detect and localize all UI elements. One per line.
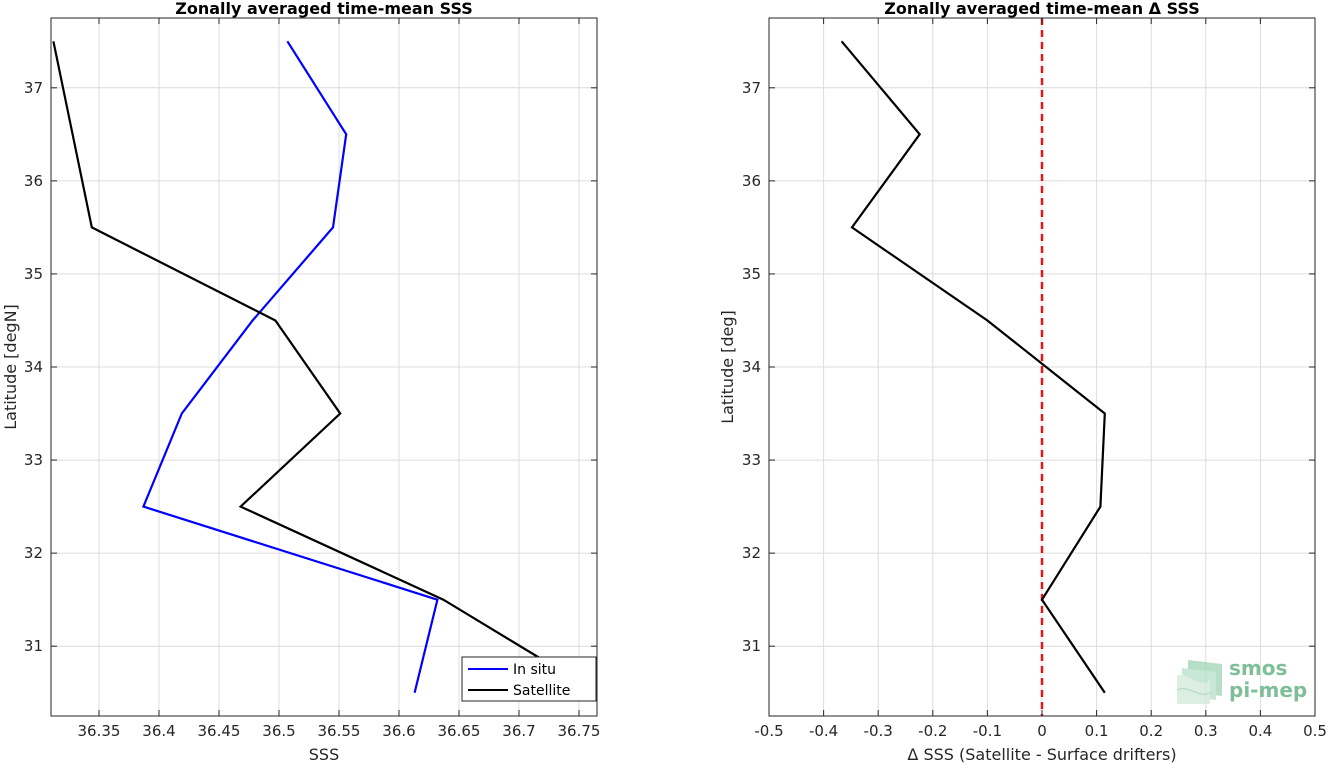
x-tick-label: 36.45	[198, 722, 241, 740]
legend-label-insitu: In situ	[513, 662, 556, 678]
x-tick-label: -0.5	[754, 722, 783, 740]
panel-title: Zonally averaged time-mean SSS	[175, 0, 473, 18]
series-line-0	[840, 40, 1106, 694]
x-tick-label: 0.3	[1194, 722, 1218, 740]
y-tick-label: 36	[24, 172, 43, 190]
smos-pi-mep-logo: smos pi-mep	[1176, 656, 1307, 704]
grid-layer	[51, 18, 597, 716]
y-tick-label: 37	[742, 79, 761, 97]
x-tick-label: 0.2	[1139, 722, 1163, 740]
series-line-satellite	[52, 41, 597, 694]
x-tick-label: 36.4	[142, 722, 175, 740]
y-axis-label: Latitude [deg]	[718, 310, 737, 424]
x-axis-label: SSS	[309, 745, 339, 764]
legend-label-satellite: Satellite	[513, 683, 570, 699]
y-tick-label: 37	[24, 79, 43, 97]
x-tick-label: 36.5	[262, 722, 295, 740]
x-tick-label: 36.75	[558, 722, 601, 740]
y-tick-label: 34	[24, 358, 43, 376]
y-tick-label: 32	[24, 544, 43, 562]
x-axis-label: Δ SSS (Satellite - Surface drifters)	[907, 745, 1176, 764]
x-tick-label: 0	[1037, 722, 1047, 740]
x-tick-label: 36.35	[78, 722, 121, 740]
legend: In situ Satellite	[461, 656, 597, 702]
y-tick-label: 33	[24, 451, 43, 469]
y-tick-label: 31	[24, 637, 43, 655]
x-tick-label: -0.1	[973, 722, 1002, 740]
y-axis-label: Latitude [degN]	[1, 304, 20, 430]
x-tick-label: 36.55	[318, 722, 361, 740]
x-tick-label: -0.2	[918, 722, 947, 740]
series-line-in-situ	[141, 40, 439, 693]
tick-layer: -0.5 -0.4 -0.3 -0.2 -0.1 0 0.1 0.2 0.3 0.4 0.5 31 32…	[742, 18, 1327, 740]
y-tick-label: 35	[24, 265, 43, 283]
x-tick-label: 0.5	[1303, 722, 1327, 740]
x-tick-label: -0.4	[809, 722, 838, 740]
panel-title: Zonally averaged time-mean Δ SSS	[884, 0, 1200, 18]
x-tick-label: 0.4	[1248, 722, 1272, 740]
logo-text-line2: pi-mep	[1229, 678, 1307, 702]
y-tick-label: 33	[742, 451, 761, 469]
logo-text-line1: smos	[1229, 656, 1287, 680]
delta-sss-panel: -0.5 -0.4 -0.3 -0.2 -0.1 0 0.1 0.2 0.3 0.4 0.5 31 32…	[718, 0, 1327, 764]
x-tick-label: 36.6	[382, 722, 415, 740]
logo-wave-icon	[1176, 660, 1222, 704]
y-tick-label: 31	[742, 637, 761, 655]
x-tick-label: 36.65	[438, 722, 481, 740]
x-tick-label: 36.7	[502, 722, 535, 740]
tick-layer: 36.35 36.4 36.45 36.5 36.55 36.6 36.65 36.7 36.7…	[24, 18, 601, 740]
y-tick-label: 36	[742, 172, 761, 190]
series-layer	[52, 40, 597, 694]
sss-panel: 36.35 36.4 36.45 36.5 36.55 36.6 36.65 36.7 36.7…	[1, 0, 600, 764]
x-tick-label: 0.1	[1085, 722, 1109, 740]
x-tick-label: -0.3	[864, 722, 893, 740]
y-tick-label: 32	[742, 544, 761, 562]
series-layer	[840, 18, 1106, 716]
y-tick-label: 34	[742, 358, 761, 376]
y-tick-label: 35	[742, 265, 761, 283]
legend-box	[461, 656, 597, 702]
